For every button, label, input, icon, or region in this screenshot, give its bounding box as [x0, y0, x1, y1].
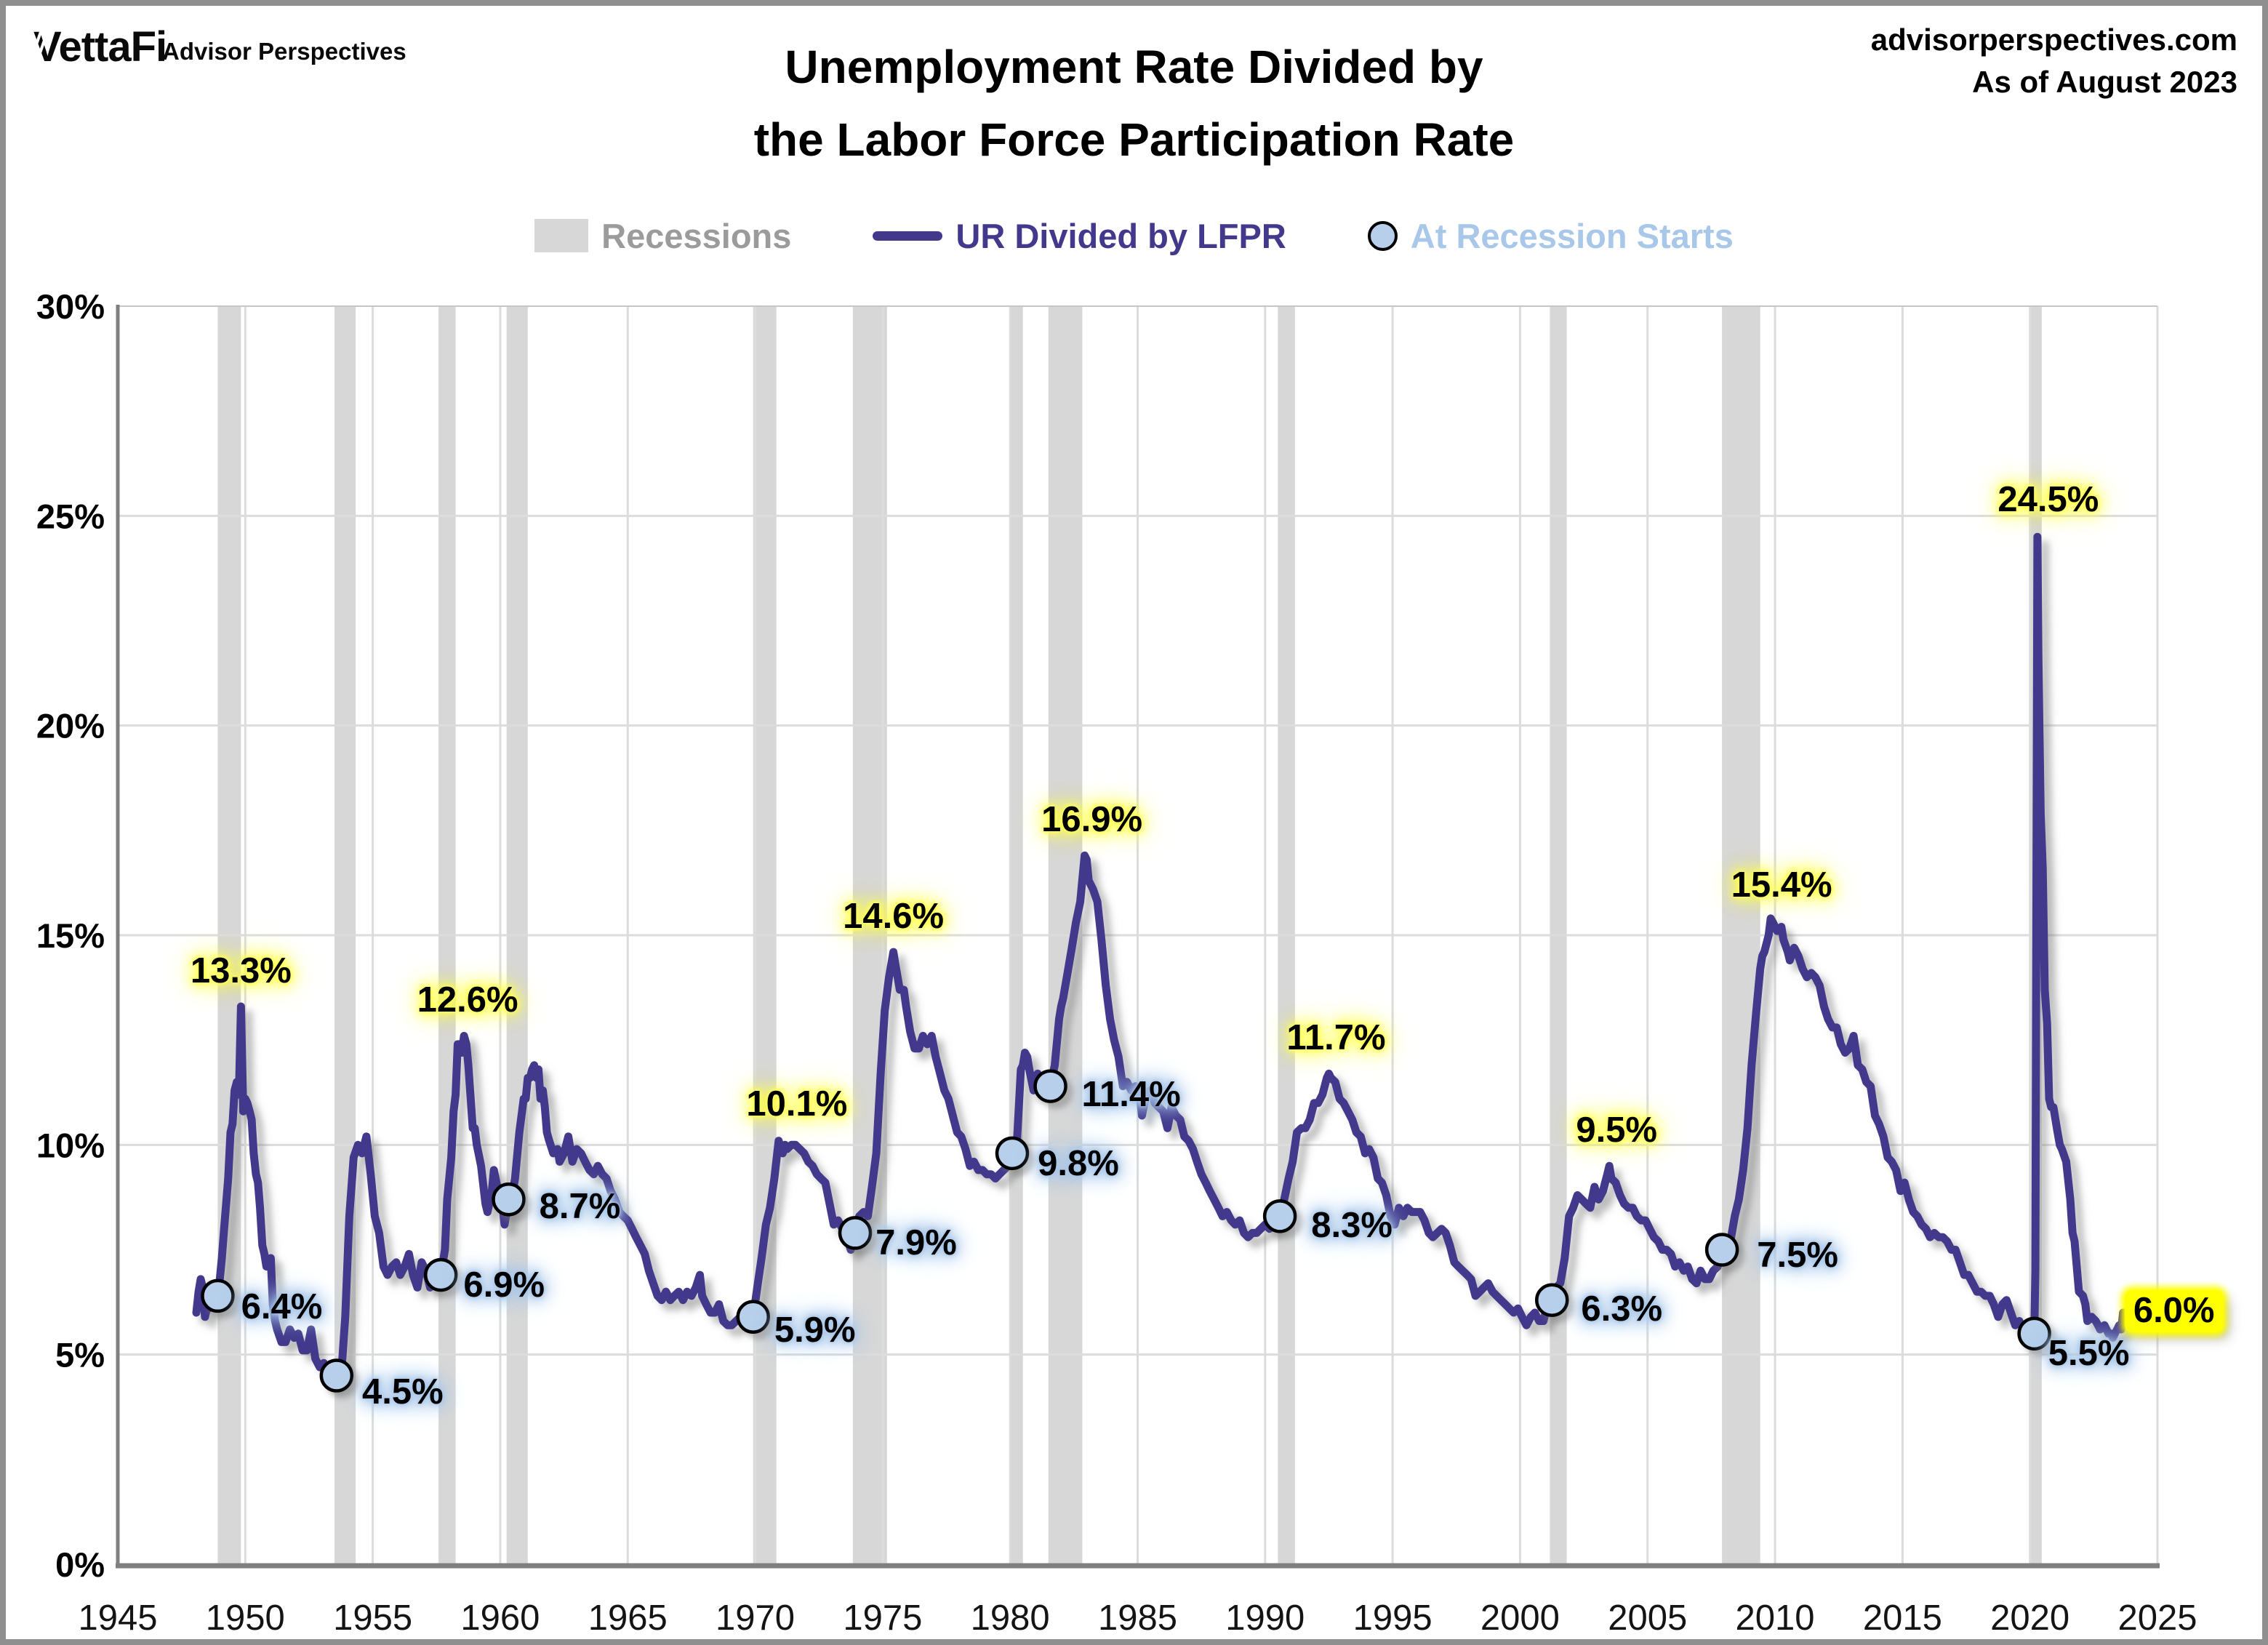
- y-tick-label: 20%: [36, 707, 105, 745]
- source-block: advisorperspectives.com As of August 202…: [1871, 19, 2237, 103]
- recession-start-marker: [995, 1136, 1030, 1171]
- x-tick-label: 2020: [1990, 1598, 2069, 1638]
- legend-markers-label: At Recession Starts: [1410, 216, 1734, 255]
- y-tick-label: 15%: [36, 916, 105, 955]
- vettafi-logo-mark: VettaFi: [29, 23, 167, 71]
- recession-swatch-icon: [534, 219, 589, 252]
- x-tick-label: 2015: [1863, 1598, 1942, 1638]
- chart-area: 0% 5% 10% 15% 20% 25% 30% 1945 1950 1955 1960 1965…: [36, 287, 2197, 1638]
- recession-start-marker: [1262, 1199, 1297, 1233]
- vettafi-logo-text: VettaFi: [33, 23, 167, 71]
- legend-recessions-label: Recessions: [601, 216, 792, 255]
- x-tick-label: 1945: [78, 1598, 157, 1638]
- legend-line-label: UR Divided by LFPR: [955, 216, 1286, 255]
- x-tick-label: 2010: [1736, 1598, 1815, 1638]
- recession-start-marker: [838, 1216, 873, 1250]
- legend: Recessions UR Divided by LFPR At Recessi…: [6, 212, 2262, 259]
- recession-start-marker: [319, 1358, 354, 1393]
- x-tick-label: 1950: [206, 1598, 285, 1638]
- y-tick-label: 10%: [36, 1126, 105, 1164]
- x-tick-label: 2000: [1480, 1598, 1560, 1638]
- recession-start-marker: [1535, 1283, 1569, 1317]
- x-tick-label: 2025: [2117, 1598, 2197, 1638]
- recession-start-marker: [201, 1278, 235, 1313]
- as-of-date: As of August 2023: [1972, 65, 2237, 99]
- ur-lfpr-line: [192, 532, 2128, 1388]
- x-tick-label: 1975: [843, 1598, 922, 1638]
- x-tick-label: 2005: [1608, 1598, 1687, 1638]
- circle-swatch-icon: [1367, 220, 1398, 251]
- recession-start-marker: [423, 1257, 458, 1292]
- x-tick-label: 1960: [460, 1598, 540, 1638]
- y-tick-label: 30%: [36, 287, 105, 326]
- y-tick-label: 0%: [55, 1545, 105, 1584]
- page-title-line1: Unemployment Rate Divided by: [785, 41, 1483, 93]
- advisor-perspectives-label: Advisor Perspectives: [162, 38, 406, 65]
- vettafi-logo: VettaFi: [29, 23, 167, 71]
- x-tick-label: 1980: [971, 1598, 1050, 1638]
- y-tick-label: 25%: [36, 497, 105, 535]
- recession-start-marker: [1033, 1069, 1067, 1103]
- page-title: Unemployment Rate Divided by the Labor F…: [6, 31, 2262, 176]
- line-swatch-icon: [873, 231, 943, 241]
- x-tick-label: 1955: [333, 1598, 412, 1638]
- source-site: advisorperspectives.com: [1870, 23, 2237, 57]
- recession-start-marker: [736, 1300, 771, 1334]
- y-tick-label: 5%: [55, 1336, 105, 1374]
- recession-start-marker: [2017, 1316, 2051, 1351]
- legend-item-markers: At Recession Starts: [1367, 216, 1734, 256]
- x-tick-label: 1970: [716, 1598, 795, 1638]
- x-tick-label: 1995: [1353, 1598, 1432, 1638]
- recession-start-marker: [492, 1182, 526, 1217]
- legend-item-recessions: Recessions: [534, 216, 791, 256]
- page-title-line2: the Labor Force Participation Rate: [753, 113, 1515, 166]
- legend-item-line: UR Divided by LFPR: [873, 216, 1286, 256]
- x-tick-label: 1985: [1098, 1598, 1177, 1638]
- x-tick-label: 1990: [1225, 1598, 1305, 1638]
- x-tick-label: 1965: [588, 1598, 668, 1638]
- recession-start-marker: [1704, 1233, 1739, 1267]
